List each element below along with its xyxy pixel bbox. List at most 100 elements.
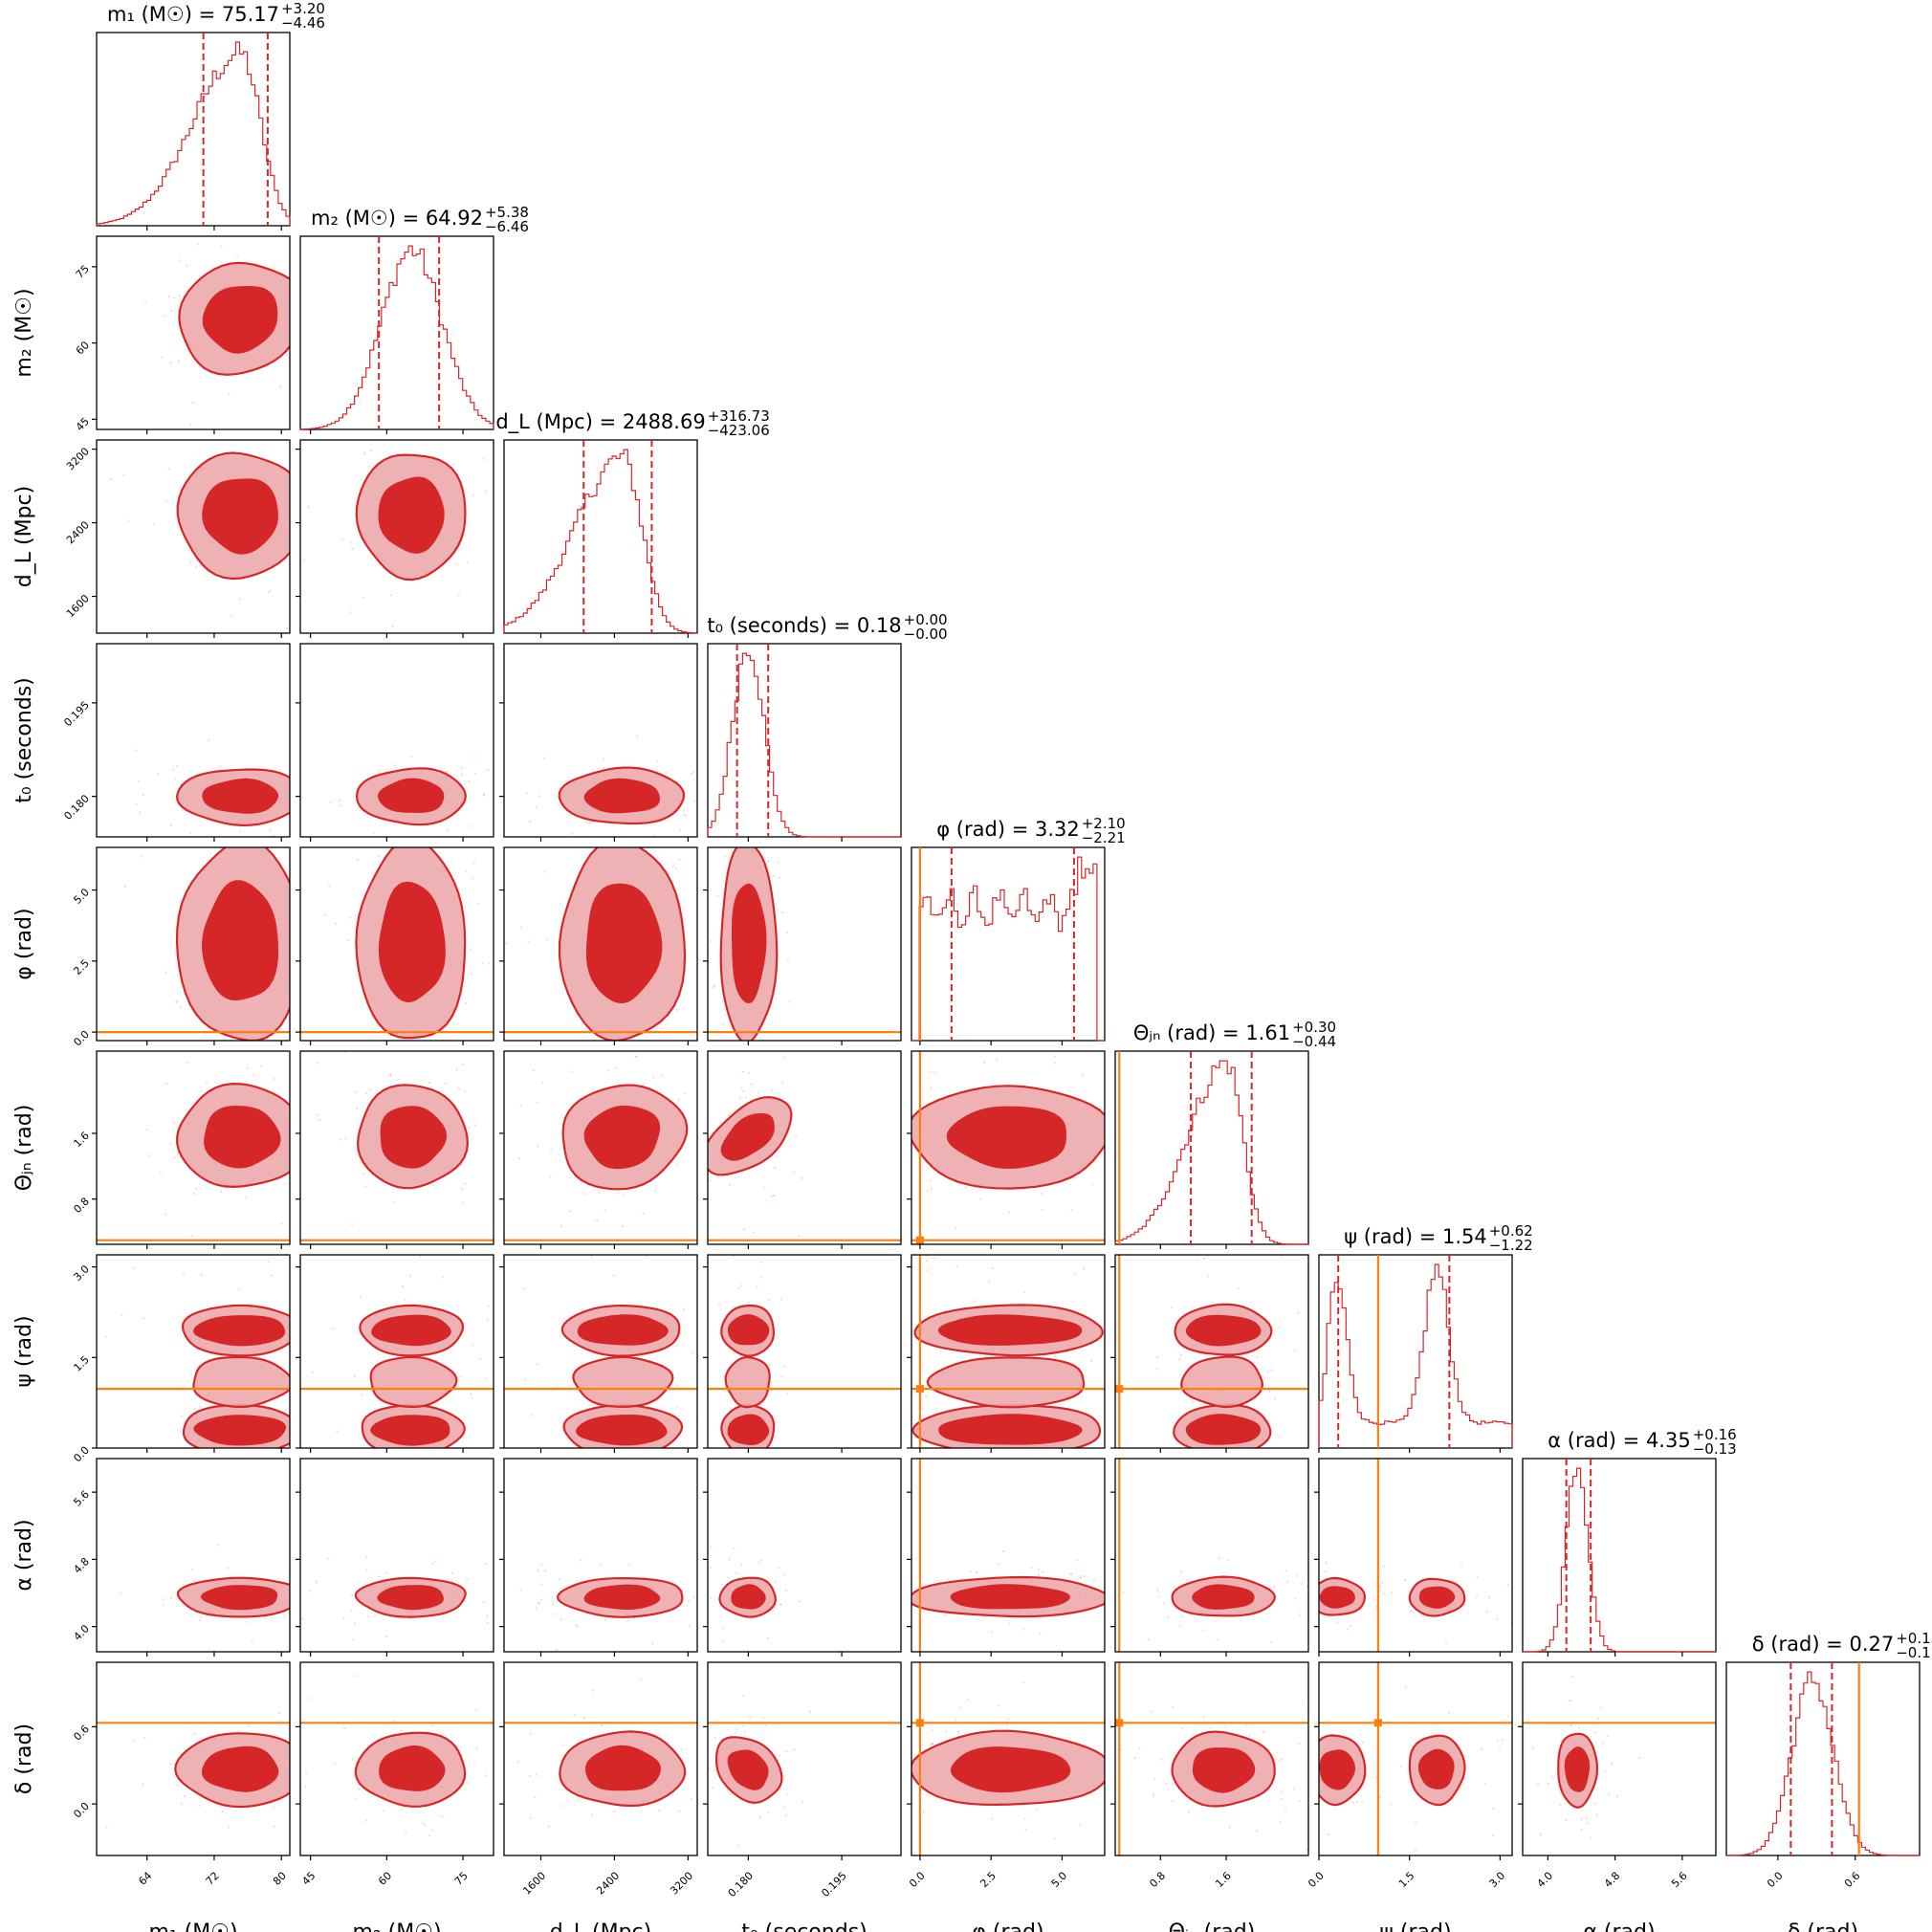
scatter-point: [1295, 1574, 1298, 1577]
truth-marker: [915, 1236, 924, 1244]
scatter-point: [1092, 1579, 1095, 1582]
contour-inner: [583, 1584, 661, 1611]
scatter-point: [598, 1191, 601, 1194]
scatter-point: [286, 627, 289, 630]
scatter-point: [1095, 1181, 1097, 1183]
panel-title-m2: m₂ (M☉) = 64.92: [311, 207, 483, 230]
scatter-point: [741, 1468, 743, 1470]
panel-frame: [911, 1254, 1106, 1449]
scatter-point: [979, 1197, 982, 1200]
y-axis-label-psi: ψ (rad): [12, 1315, 36, 1387]
histogram-m2: [299, 245, 494, 430]
scatter-point: [801, 1801, 804, 1804]
scatter-point: [216, 1544, 220, 1547]
scatter-point: [135, 803, 138, 806]
scatter-point: [741, 1070, 744, 1073]
scatter-point: [737, 1286, 740, 1289]
scatter-point: [1492, 1807, 1495, 1810]
panel-frame: [911, 1661, 1106, 1856]
contour-inner: [370, 1415, 450, 1446]
x-tick-label-psi: 3.0: [1487, 1870, 1508, 1891]
scatter-point: [538, 1595, 540, 1597]
scatter-point: [642, 1212, 645, 1215]
scatter-point: [293, 571, 295, 573]
scatter-point: [1079, 1576, 1082, 1580]
scatter-point: [1597, 1717, 1600, 1720]
scatter-point: [547, 1825, 550, 1828]
scatter-point: [452, 463, 455, 466]
scatter-point: [1158, 1595, 1161, 1598]
scatter-point: [236, 255, 239, 258]
scatter-point: [1314, 1827, 1316, 1829]
contour-inner: [1418, 1586, 1456, 1610]
scatter-point: [1485, 1611, 1488, 1614]
scatter-point: [392, 1200, 395, 1203]
scatter-point: [996, 1058, 999, 1062]
panel-alpha-vs-psi: [1318, 1458, 1513, 1653]
scatter-point: [337, 1140, 339, 1142]
scatter-point: [311, 1735, 313, 1737]
scatter-point: [1067, 1488, 1069, 1490]
scatter-point: [693, 1346, 695, 1348]
panel-t0-vs-dL: [503, 643, 723, 864]
panel-title-dL: d_L (Mpc) = 2488.69: [495, 410, 705, 434]
scatter-point: [1314, 1706, 1316, 1708]
scatter-point: [195, 397, 197, 399]
x-axis-label-m2: m₂ (M☉): [352, 1921, 441, 1932]
scatter-point: [472, 1344, 474, 1347]
scatter-point: [929, 1744, 932, 1746]
scatter-point: [784, 1814, 787, 1817]
x-tick-label-psi: 1.5: [1396, 1870, 1417, 1891]
contour-outer: [724, 1355, 771, 1409]
scatter-point: [518, 1157, 521, 1160]
panel-frame: [503, 1661, 698, 1856]
scatter-point: [1526, 1701, 1527, 1702]
scatter-point: [690, 1590, 692, 1592]
scatter-point: [445, 770, 449, 774]
scatter-point: [721, 862, 723, 864]
scatter-point: [220, 245, 223, 248]
scatter-point: [374, 1614, 377, 1617]
scatter-point: [1022, 1681, 1025, 1684]
scatter-point: [468, 1127, 471, 1130]
scatter-point: [237, 1730, 240, 1733]
panel-title-alpha: α (rad) = 4.35: [1548, 1429, 1690, 1452]
scatter-point: [1297, 1311, 1300, 1314]
scatter-point: [523, 1378, 526, 1381]
scatter-point: [1180, 1570, 1183, 1573]
scatter-point: [1268, 1390, 1271, 1393]
scatter-point: [785, 1793, 788, 1796]
scatter-point: [265, 1215, 267, 1217]
scatter-point: [801, 1176, 803, 1180]
scatter-point: [699, 1627, 701, 1629]
x-tick-label-m1: 64: [136, 1870, 154, 1888]
panel-frame: [96, 1254, 291, 1449]
scatter-point: [1544, 1749, 1546, 1751]
scatter-point: [279, 385, 282, 388]
scatter-point: [568, 813, 571, 817]
scatter-point: [558, 1578, 560, 1581]
scatter-point: [197, 422, 199, 424]
scatter-point: [1506, 1584, 1509, 1587]
scatter-point: [486, 1621, 490, 1625]
scatter-point: [1608, 1792, 1611, 1795]
scatter-point: [385, 1571, 388, 1574]
scatter-point: [414, 1879, 416, 1881]
scatter-point: [1332, 1364, 1334, 1366]
scatter-point: [165, 971, 167, 974]
contour-outer: [1180, 1355, 1264, 1409]
scatter-point: [762, 1716, 765, 1719]
scatter-point: [1022, 1628, 1025, 1631]
scatter-point: [464, 1182, 467, 1186]
err-plus-alpha: +0.16: [1693, 1426, 1737, 1443]
scatter-point: [467, 561, 470, 564]
scatter-point: [580, 1559, 582, 1562]
histogram-psi: [1318, 1263, 1513, 1448]
scatter-point: [1280, 1255, 1283, 1258]
scatter-point: [763, 1187, 766, 1190]
scatter-point: [218, 417, 220, 419]
scatter-point: [1281, 1790, 1284, 1793]
scatter-point: [1038, 1568, 1041, 1570]
scatter-point: [239, 830, 242, 833]
scatter-point: [1008, 1622, 1011, 1625]
